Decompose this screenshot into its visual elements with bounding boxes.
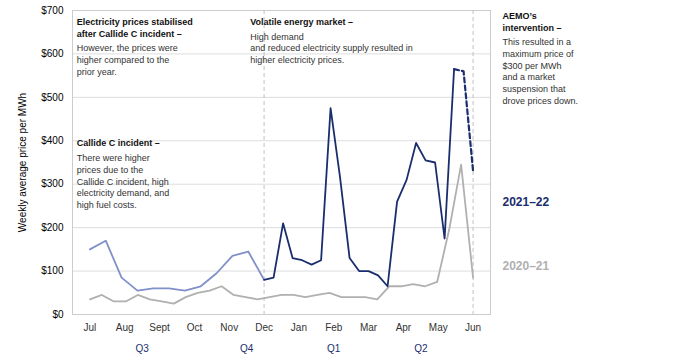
svg-text:$400: $400: [41, 135, 64, 146]
svg-text:May: May: [429, 322, 448, 333]
svg-text:Weekly average price per MWh: Weekly average price per MWh: [17, 93, 28, 232]
svg-text:$600: $600: [41, 48, 64, 59]
svg-text:This resulted in amaximum pric: This resulted in amaximum price of$300 p…: [503, 37, 579, 106]
svg-text:$300: $300: [41, 178, 64, 189]
svg-text:2020–21: 2020–21: [503, 259, 550, 273]
svg-text:Volatile energy market –: Volatile energy market –: [250, 17, 353, 27]
svg-text:Feb: Feb: [325, 322, 343, 333]
svg-text:Jan: Jan: [291, 322, 307, 333]
svg-text:$700: $700: [41, 5, 64, 16]
svg-text:Callide C incident –: Callide C incident –: [77, 138, 160, 148]
svg-text:Sept: Sept: [149, 322, 170, 333]
svg-text:2021–22: 2021–22: [503, 195, 550, 209]
svg-text:Oct: Oct: [187, 322, 203, 333]
svg-text:However, the prices werehigher: However, the prices werehigher compared …: [77, 43, 178, 76]
svg-text:Electricity prices stabiliseda: Electricity prices stabilisedafter Calli…: [77, 17, 193, 39]
svg-text:$500: $500: [41, 92, 64, 103]
svg-text:Jul: Jul: [84, 322, 97, 333]
svg-text:Q3: Q3: [135, 343, 149, 354]
svg-text:Q1: Q1: [327, 343, 341, 354]
svg-text:Q2: Q2: [414, 343, 428, 354]
svg-text:$0: $0: [52, 309, 64, 320]
svg-text:Aug: Aug: [116, 322, 134, 333]
svg-text:Nov: Nov: [220, 322, 238, 333]
svg-text:$200: $200: [41, 222, 64, 233]
svg-text:There were higherprices due to: There were higherprices due to theCallid…: [77, 153, 170, 210]
svg-text:High demandand reduced electri: High demandand reduced electricity suppl…: [250, 32, 413, 65]
svg-text:$100: $100: [41, 265, 64, 276]
svg-text:Mar: Mar: [360, 322, 378, 333]
svg-text:Apr: Apr: [396, 322, 412, 333]
svg-text:AEMO’sintervention –: AEMO’sintervention –: [503, 11, 562, 33]
svg-text:Jun: Jun: [465, 322, 481, 333]
svg-text:Dec: Dec: [255, 322, 273, 333]
svg-text:Q4: Q4: [240, 343, 254, 354]
